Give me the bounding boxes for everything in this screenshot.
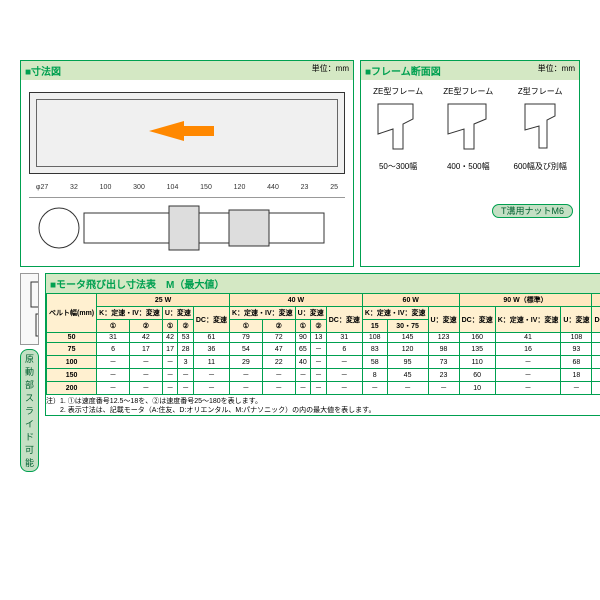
dim-unit: 単位：mm	[312, 63, 349, 78]
sect-unit: 単位：mm	[538, 63, 575, 78]
motor-table-section: ■モータ飛び出し寸法表 M（最大値）単位：mm ベルト幅(mm) 25 W 40…	[45, 273, 600, 416]
profile-0: ZE型フレーム50～300幅	[373, 86, 423, 196]
tnut-badge: T溝用ナットM6	[361, 202, 579, 219]
side-view	[29, 92, 345, 174]
slide-label: 原動部スライド可能	[20, 349, 39, 472]
profile-1: ZE型フレーム400・500幅	[443, 86, 493, 196]
sect-title: ■フレーム断面図	[365, 63, 441, 78]
table-note: 注）1. ①は速度番号12.5～18を、②は速度番号25～180を表します。 2…	[46, 397, 600, 415]
bottom-view	[29, 197, 345, 258]
dim-row: φ27321003001041501204402325	[25, 182, 349, 193]
tbl-title: ■モータ飛び出し寸法表 M（最大値）	[50, 276, 224, 291]
motor-table: ベルト幅(mm) 25 W 40 W 60 W 90 W（標準） 90 W（SD…	[46, 293, 600, 395]
slide-detail	[20, 273, 39, 345]
frame-section: ■フレーム断面図 単位：mm ZE型フレーム50～300幅 ZE型フレーム400・…	[360, 60, 580, 267]
dim-title: ■寸法図	[25, 63, 61, 78]
profile-2: Z型フレーム600幅及び別幅	[514, 86, 567, 196]
dimension-drawing: ■寸法図 単位：mm φ27321003001041501204402325	[20, 60, 354, 267]
